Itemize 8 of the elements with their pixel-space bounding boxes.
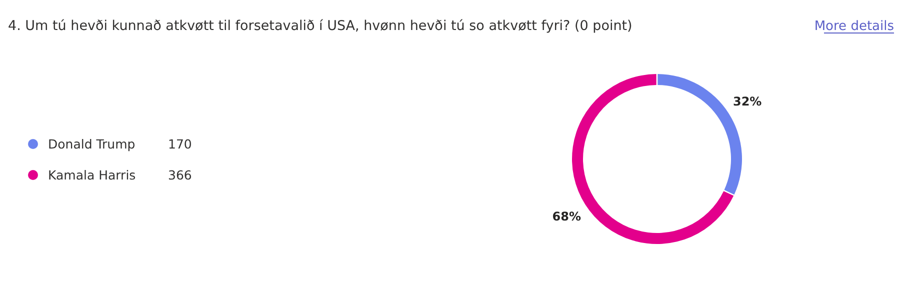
legend-label: Kamala Harris (48, 168, 136, 182)
details-link: More details (814, 19, 894, 34)
chart-title: 4. Um tú hevði kunnað atkvøtt til forsetavalið í USA, hvønn hevði tú so atkvøtt fyri? (0 point) (8, 18, 632, 34)
text: 170 (168, 136, 192, 152)
text: 366 (168, 168, 192, 182)
data-label: 68% (552, 209, 582, 224)
data-label: 32% (732, 94, 762, 109)
legend-label: Donald Trump (48, 136, 136, 152)
